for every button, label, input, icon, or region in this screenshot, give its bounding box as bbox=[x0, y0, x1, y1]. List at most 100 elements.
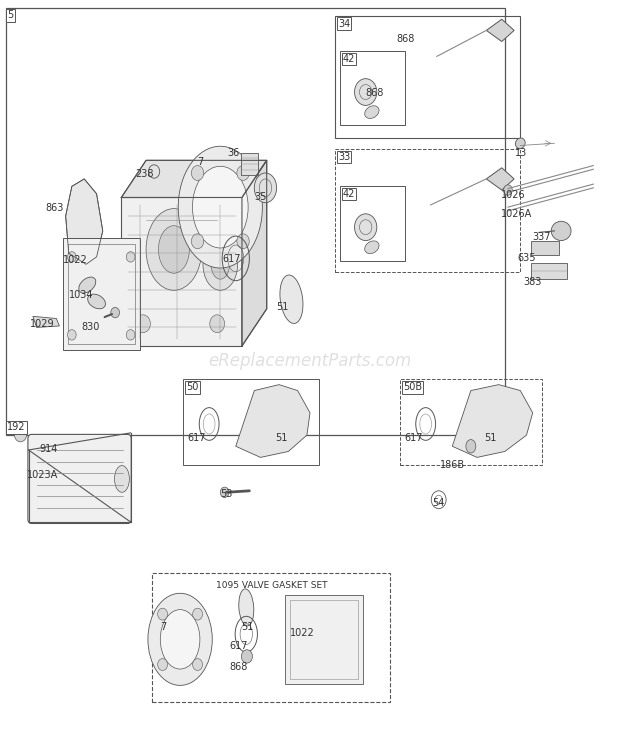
Text: 635: 635 bbox=[517, 253, 536, 263]
Ellipse shape bbox=[192, 167, 248, 248]
Text: 617: 617 bbox=[222, 254, 241, 264]
Bar bbox=[531, 263, 567, 279]
Bar bbox=[68, 244, 135, 344]
Text: 617: 617 bbox=[404, 433, 422, 443]
Text: 53: 53 bbox=[220, 490, 232, 499]
Ellipse shape bbox=[87, 294, 105, 309]
Text: 50: 50 bbox=[186, 382, 198, 392]
Text: 186B: 186B bbox=[440, 460, 465, 469]
Text: 1022: 1022 bbox=[290, 628, 315, 638]
Ellipse shape bbox=[355, 214, 377, 240]
Bar bbox=[285, 594, 363, 684]
Ellipse shape bbox=[503, 185, 512, 195]
Ellipse shape bbox=[211, 249, 229, 279]
Text: 337: 337 bbox=[533, 232, 551, 243]
Ellipse shape bbox=[515, 138, 525, 149]
Text: 1023A: 1023A bbox=[27, 470, 58, 480]
Ellipse shape bbox=[365, 106, 379, 118]
Text: 7: 7 bbox=[161, 622, 167, 632]
Text: eReplacementParts.com: eReplacementParts.com bbox=[208, 352, 412, 370]
Bar bbox=[63, 238, 140, 350]
Text: 1026: 1026 bbox=[500, 190, 525, 200]
Ellipse shape bbox=[193, 608, 203, 620]
Text: 34: 34 bbox=[338, 19, 350, 28]
Ellipse shape bbox=[111, 307, 120, 318]
Text: 42: 42 bbox=[343, 189, 355, 199]
Bar bbox=[290, 600, 358, 679]
Text: 42: 42 bbox=[343, 54, 355, 64]
Bar bbox=[340, 51, 405, 126]
Polygon shape bbox=[66, 179, 103, 264]
Ellipse shape bbox=[68, 330, 76, 340]
Ellipse shape bbox=[14, 427, 27, 442]
Text: 54: 54 bbox=[433, 498, 445, 508]
Text: 51: 51 bbox=[241, 622, 253, 632]
Bar bbox=[183, 379, 319, 465]
Text: 1022: 1022 bbox=[63, 255, 87, 266]
Polygon shape bbox=[236, 385, 310, 458]
Ellipse shape bbox=[136, 315, 151, 333]
Text: 51: 51 bbox=[484, 433, 497, 443]
Text: 830: 830 bbox=[81, 321, 99, 332]
Ellipse shape bbox=[157, 608, 167, 620]
Text: 5: 5 bbox=[7, 10, 14, 20]
Ellipse shape bbox=[178, 147, 262, 268]
Ellipse shape bbox=[280, 275, 303, 324]
Polygon shape bbox=[486, 168, 514, 190]
Text: 50B: 50B bbox=[403, 382, 422, 392]
Text: 1034: 1034 bbox=[69, 290, 93, 301]
Ellipse shape bbox=[157, 658, 167, 670]
Ellipse shape bbox=[192, 234, 204, 248]
Bar bbox=[400, 379, 542, 465]
Ellipse shape bbox=[159, 225, 189, 273]
Ellipse shape bbox=[551, 221, 571, 240]
Text: 1029: 1029 bbox=[30, 318, 55, 329]
Bar bbox=[6, 8, 505, 435]
Text: 383: 383 bbox=[523, 277, 542, 287]
Text: 914: 914 bbox=[39, 444, 58, 454]
Ellipse shape bbox=[466, 440, 476, 453]
Bar bbox=[122, 197, 242, 346]
Text: 868: 868 bbox=[397, 33, 415, 44]
Polygon shape bbox=[33, 316, 60, 327]
Bar bbox=[531, 241, 559, 254]
Ellipse shape bbox=[193, 658, 203, 670]
Ellipse shape bbox=[79, 277, 96, 293]
Ellipse shape bbox=[192, 166, 204, 181]
Ellipse shape bbox=[254, 173, 277, 202]
Ellipse shape bbox=[239, 589, 254, 626]
Text: 7: 7 bbox=[197, 157, 203, 167]
Bar bbox=[241, 153, 258, 175]
Ellipse shape bbox=[241, 650, 252, 663]
Polygon shape bbox=[486, 19, 514, 42]
Text: 617: 617 bbox=[229, 641, 248, 651]
Text: 35: 35 bbox=[254, 192, 267, 202]
Polygon shape bbox=[452, 385, 533, 458]
Ellipse shape bbox=[237, 234, 249, 248]
Text: 868: 868 bbox=[366, 89, 384, 98]
Ellipse shape bbox=[210, 315, 224, 333]
Text: 33: 33 bbox=[338, 153, 350, 162]
Bar bbox=[340, 186, 405, 260]
Ellipse shape bbox=[220, 487, 229, 498]
Text: 192: 192 bbox=[7, 423, 25, 432]
Text: 1026A: 1026A bbox=[500, 208, 532, 219]
Text: 13: 13 bbox=[515, 148, 528, 158]
Ellipse shape bbox=[203, 238, 237, 290]
Polygon shape bbox=[122, 161, 267, 197]
Text: 238: 238 bbox=[136, 169, 154, 179]
Ellipse shape bbox=[146, 208, 202, 290]
Text: 51: 51 bbox=[275, 433, 288, 443]
Bar bbox=[335, 150, 520, 272]
Text: 863: 863 bbox=[45, 202, 64, 213]
Text: 868: 868 bbox=[229, 661, 248, 672]
Text: 617: 617 bbox=[187, 433, 206, 443]
Ellipse shape bbox=[126, 330, 135, 340]
Polygon shape bbox=[242, 161, 267, 346]
Ellipse shape bbox=[115, 466, 130, 493]
Ellipse shape bbox=[148, 593, 212, 685]
FancyBboxPatch shape bbox=[28, 434, 131, 524]
Text: 1095 VALVE GASKET SET: 1095 VALVE GASKET SET bbox=[216, 581, 327, 591]
Ellipse shape bbox=[68, 251, 76, 262]
Text: 51: 51 bbox=[276, 302, 288, 312]
